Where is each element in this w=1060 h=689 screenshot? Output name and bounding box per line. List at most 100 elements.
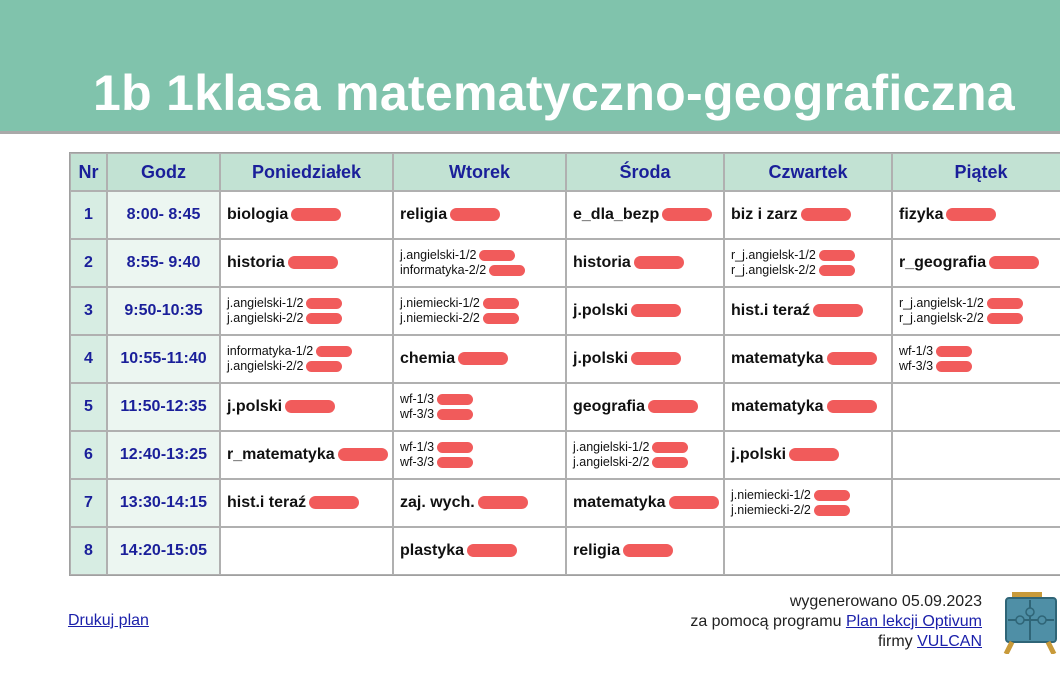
subject-name: fizyka: [899, 206, 944, 223]
redacted-room-link[interactable]: [450, 208, 501, 222]
lesson-cell: historia: [220, 239, 393, 287]
redacted-room-link[interactable]: [437, 394, 474, 406]
redacted-room-link[interactable]: [467, 544, 518, 558]
redacted-room-link[interactable]: [813, 304, 864, 318]
lesson-entry: matematyka: [573, 494, 719, 512]
lesson-cell: [892, 431, 1060, 479]
redacted-room-link[interactable]: [986, 313, 1023, 325]
lesson-entry: r_matematyka: [227, 446, 388, 464]
redacted-room-link[interactable]: [652, 457, 689, 469]
redacted-room-link[interactable]: [285, 400, 336, 414]
redacted-room-link[interactable]: [946, 208, 997, 222]
redacted-room-link[interactable]: [291, 208, 342, 222]
redacted-room-link[interactable]: [631, 352, 682, 366]
redacted-room-link[interactable]: [306, 361, 343, 373]
redacted-room-link[interactable]: [668, 496, 719, 510]
redacted-room-link[interactable]: [936, 346, 973, 358]
lesson-cell: religia: [566, 527, 724, 575]
lesson-cell: biz i zarz: [724, 191, 892, 239]
lesson-cell: religia: [393, 191, 566, 239]
subject-name: r_j.angielsk-1/2: [731, 248, 816, 262]
redacted-room-link[interactable]: [633, 256, 684, 270]
timetable: Nr Godz Poniedziałek Wtorek Środa Czwartek Pią…: [69, 152, 1060, 576]
redacted-room-link[interactable]: [826, 400, 877, 414]
lesson-entry: j.angielski-1/2: [573, 440, 717, 455]
redacted-room-link[interactable]: [623, 544, 674, 558]
lesson-cell: [892, 383, 1060, 431]
redacted-room-link[interactable]: [316, 346, 353, 358]
lesson-number: 1: [70, 191, 107, 239]
lesson-cell: [892, 479, 1060, 527]
redacted-room-link[interactable]: [437, 442, 474, 454]
lesson-entry: j.polski: [573, 350, 717, 368]
redacted-room-link[interactable]: [489, 265, 526, 277]
lesson-number: 7: [70, 479, 107, 527]
table-row: 7 13:30-14:15 hist.i teraź zaj. wych. matema…: [70, 479, 1060, 527]
redacted-room-link[interactable]: [818, 265, 855, 277]
redacted-room-link[interactable]: [458, 352, 509, 366]
lesson-entry: j.niemiecki-2/2: [400, 311, 559, 326]
redacted-room-link[interactable]: [789, 448, 840, 462]
lesson-entry: matematyka: [731, 350, 885, 368]
program-link[interactable]: Plan lekcji Optivum: [845, 613, 982, 630]
redacted-room-link[interactable]: [309, 496, 360, 510]
subject-name: zaj. wych.: [400, 494, 475, 511]
by-program-text: za pomocą programu: [690, 613, 842, 630]
redacted-room-link[interactable]: [437, 457, 474, 469]
subject-name: wf-1/3: [899, 344, 934, 358]
redacted-room-link[interactable]: [800, 208, 851, 222]
lesson-cell: [892, 527, 1060, 575]
print-plan-link[interactable]: Drukuj plan: [68, 612, 149, 629]
lesson-hours: 8:55- 9:40: [107, 239, 220, 287]
table-row: 1 8:00- 8:45 biologia religia e_dla_bezp biz …: [70, 191, 1060, 239]
redacted-room-link[interactable]: [818, 250, 855, 262]
redacted-room-link[interactable]: [986, 298, 1023, 310]
lesson-entry: j.niemiecki-1/2: [400, 296, 559, 311]
lesson-number: 2: [70, 239, 107, 287]
generated-info: wygenerowano 05.09.2023 za pomocą progra…: [690, 592, 982, 652]
redacted-room-link[interactable]: [482, 298, 519, 310]
lesson-entry: wf-1/3: [400, 440, 559, 455]
lesson-entry: r_geografia: [899, 254, 1060, 272]
redacted-room-link[interactable]: [648, 400, 699, 414]
lesson-entry: r_j.angielsk-2/2: [731, 263, 885, 278]
column-header: Poniedziałek: [220, 153, 393, 191]
lesson-hours: 10:55-11:40: [107, 335, 220, 383]
redacted-room-link[interactable]: [479, 250, 516, 262]
redacted-room-link[interactable]: [662, 208, 713, 222]
redacted-room-link[interactable]: [936, 361, 973, 373]
lesson-cell: matematyka: [724, 335, 892, 383]
subject-name: wf-3/3: [400, 455, 435, 469]
vulcan-link[interactable]: VULCAN: [917, 633, 982, 650]
lesson-entry: zaj. wych.: [400, 494, 559, 512]
column-header: Czwartek: [724, 153, 892, 191]
redacted-room-link[interactable]: [306, 313, 343, 325]
lesson-cell: j.niemiecki-1/2 j.niemiecki-2/2: [393, 287, 566, 335]
lesson-entry: j.angielski-1/2: [227, 296, 386, 311]
redacted-room-link[interactable]: [813, 490, 850, 502]
lesson-cell: r_matematyka: [220, 431, 393, 479]
subject-name: informatyka-1/2: [227, 344, 314, 358]
redacted-room-link[interactable]: [306, 298, 343, 310]
subject-name: historia: [227, 254, 285, 271]
redacted-room-link[interactable]: [287, 256, 338, 270]
table-row: 3 9:50-10:35 j.angielski-1/2 j.angielski-2/…: [70, 287, 1060, 335]
redacted-room-link[interactable]: [631, 304, 682, 318]
lesson-cell: [724, 527, 892, 575]
table-row: 8 14:20-15:05 plastyka religia: [70, 527, 1060, 575]
redacted-room-link[interactable]: [337, 448, 388, 462]
header-row: Nr Godz Poniedziałek Wtorek Środa Czwartek Pią…: [70, 153, 1060, 191]
redacted-room-link[interactable]: [813, 505, 850, 517]
subject-name: j.angielski-2/2: [573, 455, 650, 469]
lesson-entry: j.niemiecki-1/2: [731, 488, 885, 503]
redacted-room-link[interactable]: [477, 496, 528, 510]
redacted-room-link[interactable]: [989, 256, 1040, 270]
redacted-room-link[interactable]: [826, 352, 877, 366]
lesson-entry: j.polski: [227, 398, 386, 416]
redacted-room-link[interactable]: [482, 313, 519, 325]
lesson-entry: j.polski: [731, 446, 885, 464]
lesson-entry: j.angielski-1/2: [400, 248, 559, 263]
subject-name: hist.i teraź: [227, 494, 307, 511]
redacted-room-link[interactable]: [437, 409, 474, 421]
redacted-room-link[interactable]: [652, 442, 689, 454]
